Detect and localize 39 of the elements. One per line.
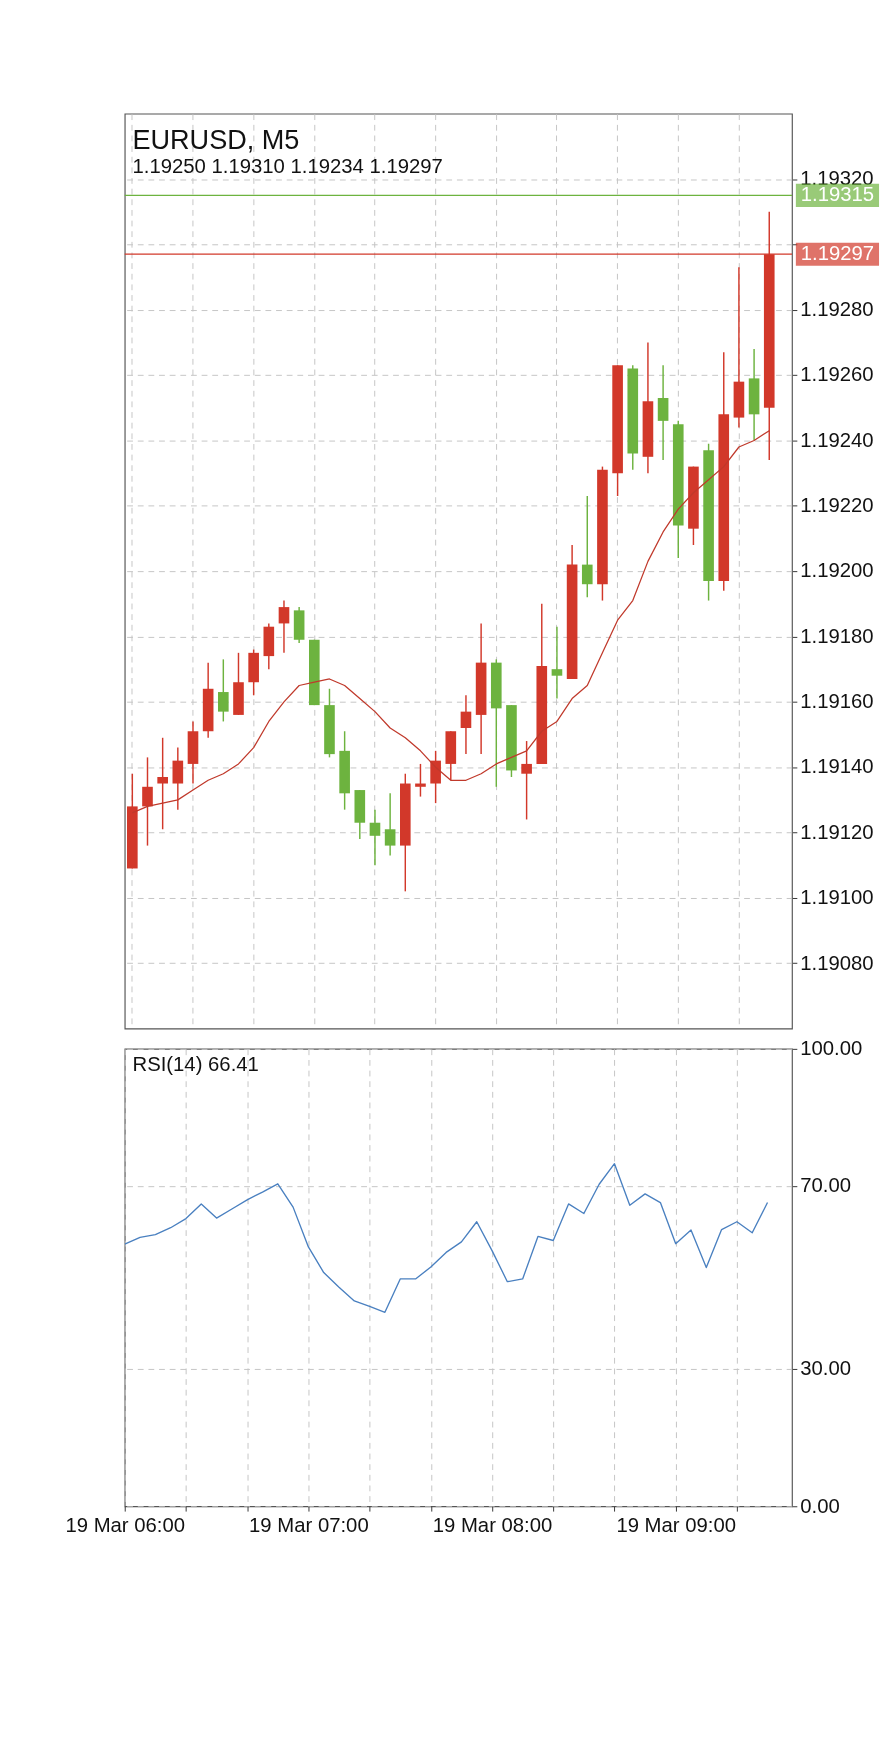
candlestick xyxy=(581,495,593,599)
candlestick xyxy=(218,658,229,723)
line-series xyxy=(131,430,770,814)
candlestick xyxy=(657,364,669,461)
y-tick-label: 1.19160 xyxy=(800,690,874,713)
text: 1.19250 1.19310 1.19234 1.19297 xyxy=(132,154,443,177)
line-series xyxy=(124,1163,769,1314)
x-tick-label: 19 Mar 06:00 xyxy=(65,1513,186,1536)
candlestick xyxy=(460,694,472,755)
chart-title: RSI(14) 66.41 xyxy=(132,1053,259,1076)
candlestick xyxy=(384,792,396,857)
y-tick-label: 1.19120 xyxy=(800,820,874,843)
y-tick-label: 70.00 xyxy=(800,1174,852,1197)
candlestick xyxy=(172,746,184,811)
y-tick-label: 1.19140 xyxy=(800,755,874,778)
y-tick-label: 1.19240 xyxy=(800,428,874,451)
candlestick xyxy=(278,599,290,654)
y-tick-label: 1.19180 xyxy=(800,624,874,647)
x-tick-label: 19 Mar 07:00 xyxy=(249,1513,369,1536)
ref-line-label: 1.19297 xyxy=(800,242,875,265)
y-tick-label: 30.00 xyxy=(800,1357,852,1380)
candlestick xyxy=(369,808,381,866)
candlestick xyxy=(551,625,563,700)
candlestick xyxy=(157,737,168,830)
candlestick xyxy=(430,750,441,804)
x-tick-label: 19 Mar 09:00 xyxy=(616,1513,736,1536)
y-tick-label: 0.00 xyxy=(800,1494,840,1517)
y-tick-label: 100.00 xyxy=(800,1037,863,1060)
y-tick-label: 1.19260 xyxy=(800,363,874,386)
y-tick-label: 1.19220 xyxy=(800,494,874,517)
y-tick-label: 1.19200 xyxy=(800,559,874,582)
y-tick-label: 1.19100 xyxy=(800,886,874,909)
chart-title: EURUSD, M5 xyxy=(132,123,300,155)
candlestick xyxy=(415,763,426,798)
y-tick-label: 1.19280 xyxy=(800,298,874,321)
candlestick xyxy=(142,756,153,847)
y-tick-label: 1.19080 xyxy=(800,951,874,974)
candlestick xyxy=(521,740,532,821)
x-tick-label: 19 Mar 08:00 xyxy=(432,1513,553,1536)
